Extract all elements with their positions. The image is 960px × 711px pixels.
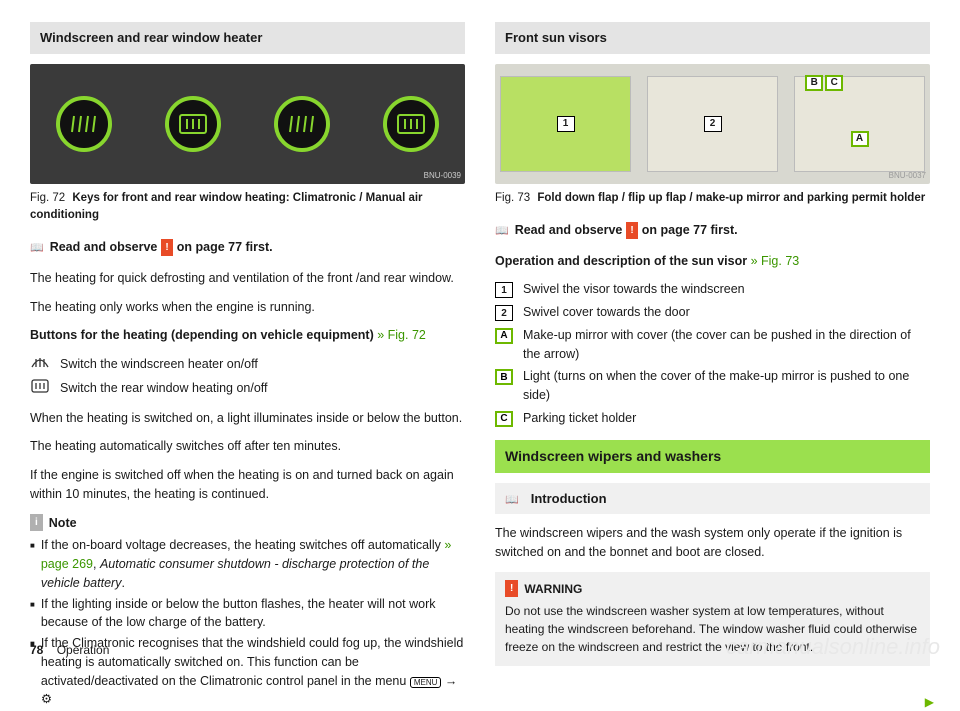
para-buttons-heading: Buttons for the heating (depending on ve… <box>30 326 465 345</box>
windscreen-heat-icon <box>56 96 112 152</box>
heading-visors: Front sun visors <box>495 22 930 54</box>
list-item: C Parking ticket holder <box>495 409 930 428</box>
subheading-intro: Introduction <box>495 483 930 515</box>
para-auto-off: The heating automatically switches off a… <box>30 437 465 456</box>
visor-panel-1: 1 <box>500 76 631 172</box>
heading-heater: Windscreen and rear window heater <box>30 22 465 54</box>
windscreen-button-icon <box>30 355 50 375</box>
page-footer: 78 Operation <box>30 641 109 659</box>
list-item-text: Make-up mirror with cover (the cover can… <box>523 326 930 364</box>
read-observe-right: Read and observe on page 77 first. <box>495 221 930 240</box>
para-heating-intro: The heating for quick defrosting and ven… <box>30 269 465 288</box>
page-section: Operation <box>57 643 110 657</box>
label-b: B <box>805 75 823 91</box>
callout-key: B <box>495 369 513 385</box>
warning-badge-icon-r <box>626 222 637 239</box>
operation-heading: Operation and description of the sun vis… <box>495 252 930 271</box>
rear-button-icon <box>30 379 50 399</box>
link-fig72[interactable]: » Fig. 72 <box>374 328 426 342</box>
list-item: 1 Swivel the visor towards the windscreen <box>495 280 930 299</box>
continue-arrow-icon: ▶ <box>925 693 934 711</box>
menu-badge: MENU <box>410 677 442 688</box>
list-item: B Light (turns on when the cover of the m… <box>495 367 930 405</box>
btn-row-windscreen: Switch the windscreen heater on/off <box>30 355 465 375</box>
list-item: A Make-up mirror with cover (the cover ca… <box>495 326 930 364</box>
note-bullet-2: If the lighting inside or below the butt… <box>30 595 465 633</box>
info-badge-icon: i <box>30 514 43 531</box>
warning-icon <box>505 580 518 597</box>
btn-row-rear: Switch the rear window heating on/off <box>30 379 465 399</box>
para-engine-running: The heating only works when the engine i… <box>30 298 465 317</box>
warning-badge-icon <box>161 239 172 256</box>
page-number: 78 <box>30 643 43 657</box>
figure-73-image: 1 2 B C A BNU-0037 <box>495 64 930 184</box>
label-1: 1 <box>557 116 575 132</box>
link-fig73[interactable]: » Fig. 73 <box>747 254 799 268</box>
gear-icon: ⚙ <box>41 692 52 706</box>
callout-key: A <box>495 328 513 344</box>
warning-box: WARNING Do not use the windscreen washer… <box>495 572 930 666</box>
list-item-text: Parking ticket holder <box>523 409 636 428</box>
label-2: 2 <box>704 116 722 132</box>
visor-panel-3: B C A <box>794 76 925 172</box>
image-id-r: BNU-0037 <box>889 170 926 182</box>
callout-key: 1 <box>495 282 513 298</box>
note-heading: i Note <box>30 514 465 533</box>
list-item-text: Swivel cover towards the door <box>523 303 690 322</box>
label-a: A <box>851 131 869 147</box>
label-c: C <box>825 75 843 91</box>
para-wipers: The windscreen wipers and the wash syste… <box>495 524 930 562</box>
note-bullet-1: If the on-board voltage decreases, the h… <box>30 536 465 592</box>
rear-heat-icon-1 <box>165 96 221 152</box>
rear-heat-icon-2 <box>383 96 439 152</box>
para-light-on: When the heating is switched on, a light… <box>30 409 465 428</box>
list-item-text: Swivel the visor towards the windscreen <box>523 280 745 299</box>
callout-key: C <box>495 411 513 427</box>
list-item-text: Light (turns on when the cover of the ma… <box>523 367 930 405</box>
image-id: BNU-0039 <box>424 170 461 182</box>
para-engine-off: If the engine is switched off when the h… <box>30 466 465 504</box>
list-item: 2 Swivel cover towards the door <box>495 303 930 322</box>
visor-panel-2: 2 <box>647 76 778 172</box>
warning-body: Do not use the windscreen washer system … <box>505 602 920 656</box>
heading-wipers: Windscreen wipers and washers <box>495 440 930 473</box>
figure-72-caption: Fig. 72 Keys for front and rear window h… <box>30 190 465 225</box>
windscreen-heat-icon-2 <box>274 96 330 152</box>
warning-heading: WARNING <box>524 580 582 598</box>
figure-73-caption: Fig. 73 Fold down flap / flip up flap / … <box>495 190 930 207</box>
read-observe-left: Read and observe on page 77 first. <box>30 238 465 257</box>
callout-key: 2 <box>495 305 513 321</box>
figure-72-image: BNU-0039 <box>30 64 465 184</box>
